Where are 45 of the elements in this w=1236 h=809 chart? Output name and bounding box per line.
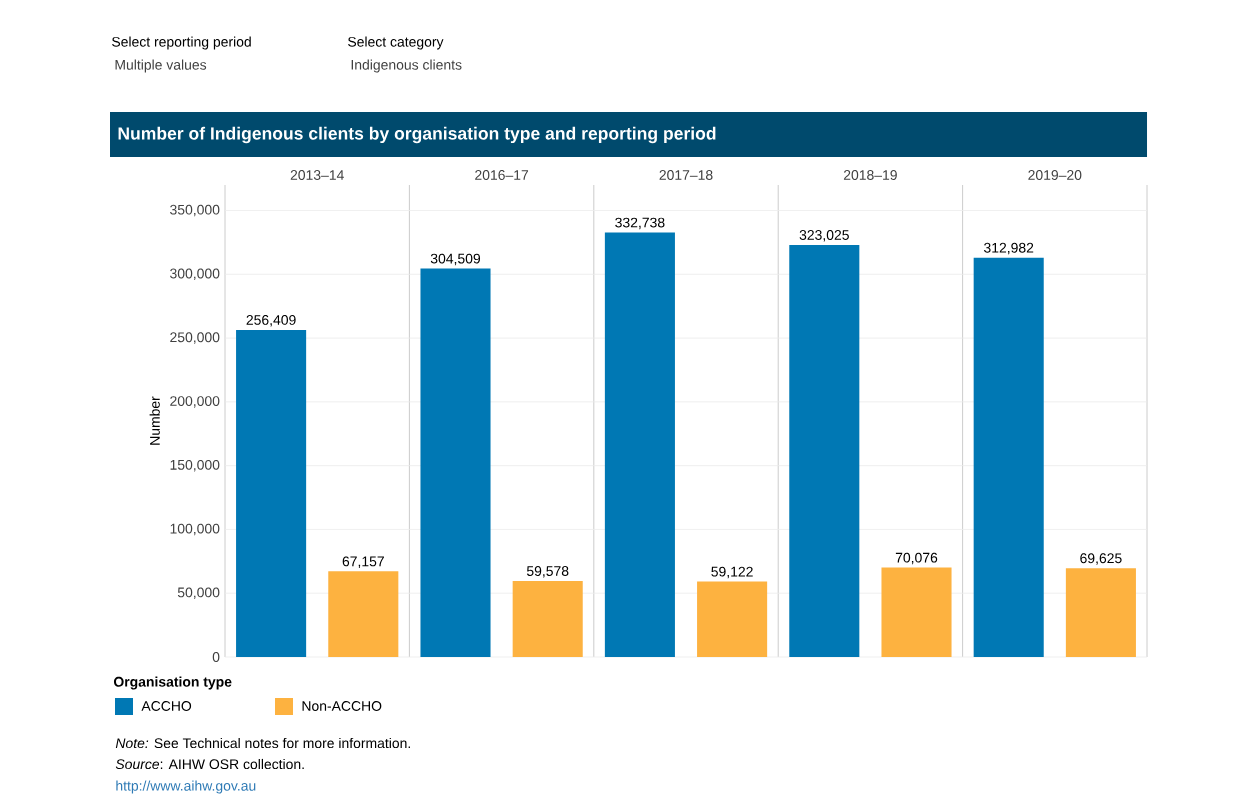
text: Select reporting period xyxy=(112,36,251,50)
data-label: 256,409 xyxy=(246,315,296,327)
data-label: 312,982 xyxy=(984,242,1034,255)
y-tick-label: 200,000 xyxy=(170,396,220,408)
chart-title: Number of Indigenous clients by organisation type and reporting period xyxy=(118,126,716,144)
y-tick-label: 350,000 xyxy=(170,204,220,217)
data-label: 59,122 xyxy=(711,566,753,579)
data-label: 59,578 xyxy=(526,566,569,578)
text: http://www.aihw.gov.au xyxy=(116,780,256,794)
bar xyxy=(881,567,952,658)
y-tick-label: 0 xyxy=(212,652,220,662)
data-label: 304,509 xyxy=(430,253,481,266)
bar xyxy=(789,244,860,658)
y-tick-label: 300,000 xyxy=(170,268,220,281)
legend-label: ACCHO xyxy=(141,701,192,711)
data-label: 69,625 xyxy=(1080,553,1122,565)
legend-title: Organisation type xyxy=(113,676,232,690)
x-tick-label: 2017–18 xyxy=(659,170,713,180)
bar xyxy=(420,268,491,658)
text: Note: See Technical notes for more information. xyxy=(115,737,410,749)
x-tick-label: 2019–20 xyxy=(1028,170,1082,180)
text: Indigenous clients xyxy=(351,59,462,73)
x-tick-label: 2013–14 xyxy=(290,170,344,180)
data-label: 323,025 xyxy=(799,230,849,242)
x-tick-label: 2016–17 xyxy=(475,170,529,180)
bar xyxy=(236,329,307,658)
bar xyxy=(1065,568,1136,658)
data-label: 67,157 xyxy=(342,556,384,568)
bar xyxy=(697,581,768,658)
text: Multiple values xyxy=(115,59,207,73)
bar xyxy=(328,571,399,658)
y-tick-label: 150,000 xyxy=(170,459,220,472)
y-tick-label: 250,000 xyxy=(170,332,220,344)
legend-label: Non-ACCHO xyxy=(302,701,382,711)
y-axis-title: Number xyxy=(149,396,160,445)
y-tick-label: 50,000 xyxy=(177,587,220,599)
x-tick-label: 2018–19 xyxy=(843,170,897,180)
bar xyxy=(604,232,675,658)
text: Source: AIHW OSR collection. xyxy=(115,758,304,770)
text: Select category xyxy=(348,36,444,50)
data-label: 70,076 xyxy=(895,552,938,565)
bar xyxy=(512,581,583,658)
y-tick-label: 100,000 xyxy=(170,523,220,536)
bar xyxy=(973,257,1044,658)
data-label: 332,738 xyxy=(615,217,665,230)
